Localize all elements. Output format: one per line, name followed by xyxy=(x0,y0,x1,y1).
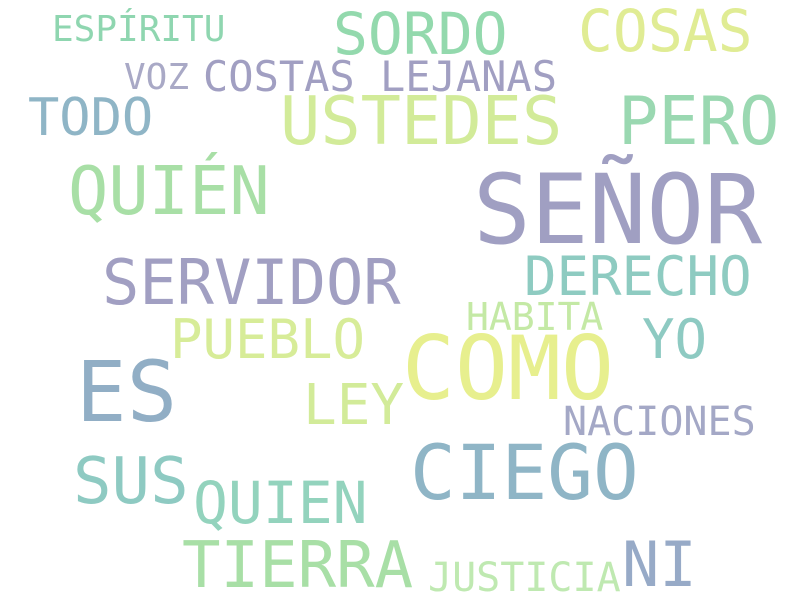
word-justicia: JUSTICIA xyxy=(428,555,621,600)
word-como: COMO xyxy=(402,317,614,420)
word-costas-lejanas: COSTAS LEJANAS xyxy=(203,52,558,101)
word-cosas: COSAS xyxy=(578,0,753,65)
word-sus: SUS xyxy=(73,445,189,519)
word-es: ES xyxy=(76,343,178,441)
word-ley: LEY xyxy=(303,373,405,438)
word-senor: SEÑOR xyxy=(473,154,762,266)
word-quien: QUIEN xyxy=(193,469,368,537)
word-naciones: NACIONES xyxy=(563,399,756,445)
word-ni: NI xyxy=(622,528,697,600)
word-espiritu: ESPÍRITU xyxy=(52,9,226,50)
word-tierra: TIERRA xyxy=(182,529,414,600)
word-pueblo: PUEBLO xyxy=(170,308,366,371)
word-ustedes: USTEDES xyxy=(280,82,563,160)
word-quien-accent: QUIÉN xyxy=(68,152,270,230)
word-sordo: SORDO xyxy=(333,0,508,68)
word-ciego: CIEGO xyxy=(410,428,639,517)
word-voz: VOZ xyxy=(124,57,190,98)
word-derecho: DERECHO xyxy=(524,245,752,308)
word-pero: PERO xyxy=(618,82,780,160)
word-todo: TODO xyxy=(28,88,154,148)
word-habita: HABITA xyxy=(466,295,604,339)
word-servidor: SERVIDOR xyxy=(102,246,401,319)
word-yo: YO xyxy=(642,308,708,371)
